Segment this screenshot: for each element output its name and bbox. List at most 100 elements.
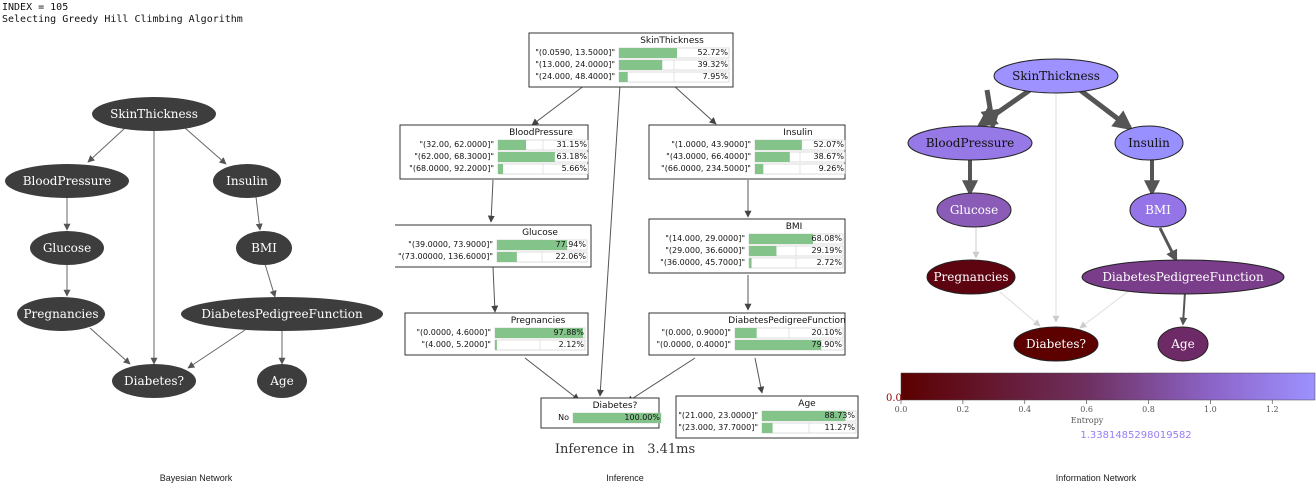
cpt-probability: 29.19%: [811, 246, 842, 255]
cpt-bar: [573, 413, 661, 423]
bn-node-diabetespedigreefunction[interactable]: DiabetesPedigreeFunction: [181, 297, 383, 331]
svg-text:Pregnancies: Pregnancies: [933, 270, 1008, 284]
svg-text:Diabetes?: Diabetes?: [1026, 337, 1086, 351]
svg-text:BMI: BMI: [1145, 203, 1171, 217]
cpt-probability: 11.27%: [824, 423, 855, 432]
svg-text:Diabetes?: Diabetes?: [124, 374, 184, 388]
cpt-state-label: "(62.000, 68.3000]": [414, 152, 494, 161]
cpt-bar: [755, 152, 790, 162]
cpt-bar: [735, 340, 822, 350]
cpt-state-label: "(73.00000, 136.6000]": [398, 252, 493, 261]
cpt-state-label: "(0.0000, 4.6000]": [416, 328, 491, 337]
cpt-probability: 52.72%: [697, 48, 728, 57]
cpt-diabetespedigreefunction[interactable]: DiabetesPedigreeFunction "(0.000, 0.9000]…: [648, 312, 846, 356]
bn-node-diabetes[interactable]: Diabetes?: [112, 364, 196, 398]
cpt-state-label: "(13.000, 24.0000]": [535, 60, 615, 69]
inference-time-value: 3.41ms: [647, 442, 696, 457]
info-node-insulin[interactable]: Insulin: [1114, 125, 1184, 161]
bn-node-skinthickness[interactable]: SkinThickness: [92, 97, 216, 131]
console-output: INDEX = 105 Selecting Greedy Hill Climbin…: [2, 2, 243, 26]
colorbar-tick-label: 0.2: [957, 405, 970, 414]
inference-graph: SkinThickness "(0.0590, 13.5000]" 52.72% "(…: [395, 32, 859, 439]
info-node-age[interactable]: Age: [1157, 326, 1209, 362]
cpt-probability: 22.06%: [555, 252, 586, 261]
cpt-bar: [619, 60, 663, 70]
info-node-skinthickness[interactable]: SkinThickness: [993, 58, 1119, 94]
cpt-bar: [498, 164, 504, 174]
colorbar-tick-label: 0.8: [1142, 405, 1155, 414]
cpt-insulin[interactable]: Insulin "(1.0000, 43.9000]" 52.07% "(43.000…: [648, 124, 846, 180]
console-line-algorithm: Selecting Greedy Hill Climbing Algorithm: [2, 14, 243, 25]
console-line-index: INDEX = 105: [2, 2, 69, 13]
cpt-bar: [495, 328, 584, 338]
svg-text:Age: Age: [1170, 337, 1194, 351]
max-entropy-value: 1.3381485298019582: [1080, 430, 1192, 441]
cpt-bmi[interactable]: BMI "(14.000, 29.0000]" 68.08% "(29.000, 36…: [648, 218, 846, 274]
cpt-state-label: "(29.000, 36.6000]": [665, 246, 745, 255]
cpt-age[interactable]: Age "(21.000, 23.0000]" 88.73% "(23.000, 37…: [675, 395, 859, 439]
colorbar-tick-label: 0.0: [895, 405, 908, 414]
cpt-state-label: "(36.0000, 45.7000]": [660, 258, 745, 267]
cpt-state-label: "(23.000, 37.7000]": [678, 423, 758, 432]
colorbar-min-label: 0.0: [886, 393, 902, 404]
cpt-bar: [498, 152, 555, 162]
cpt-bar: [497, 240, 568, 250]
cpt-title: Pregnancies: [511, 316, 566, 326]
svg-text:BloodPressure: BloodPressure: [926, 136, 1015, 150]
colorbar-label: Entropy: [1071, 416, 1104, 425]
info-node-glucose[interactable]: Glucose: [936, 192, 1012, 228]
colorbar-tick-label: 1.0: [1204, 405, 1217, 414]
cpt-bar: [755, 140, 802, 150]
cpt-title: DiabetesPedigreeFunction: [728, 316, 845, 326]
info-node-diabetes[interactable]: Diabetes?: [1013, 326, 1099, 362]
cpt-skinthickness[interactable]: SkinThickness "(0.0590, 13.5000]" 52.72% "(…: [528, 32, 734, 88]
bayesian-network-graph: SkinThickness BloodPressure Insulin Gluc…: [5, 97, 383, 398]
cpt-bar: [749, 234, 813, 244]
cpt-bar: [619, 48, 677, 58]
bn-node-bmi[interactable]: BMI: [236, 231, 292, 265]
inference-time-label: Inference in: [554, 442, 635, 457]
cpt-title: Age: [798, 399, 816, 409]
bn-node-glucose[interactable]: Glucose: [30, 231, 104, 265]
cpt-probability: 38.67%: [813, 152, 844, 161]
svg-text:SkinThickness: SkinThickness: [110, 107, 198, 121]
cpt-probability: 68.08%: [811, 234, 842, 243]
cpt-title: Glucose: [522, 228, 558, 238]
cpt-bar: [762, 411, 846, 421]
svg-text:Glucose: Glucose: [950, 203, 998, 217]
cpt-bar: [735, 328, 757, 338]
cpt-probability: 39.32%: [697, 60, 728, 69]
cpt-pregnancies[interactable]: Pregnancies "(0.0000, 4.6000]" 97.88% "(4.0…: [404, 312, 589, 356]
cpt-state-label: "(43.0000, 66.4000]": [666, 152, 751, 161]
caption-inference: Inference: [606, 473, 644, 483]
bn-node-pregnancies[interactable]: Pregnancies: [17, 297, 105, 331]
cpt-diabetes-[interactable]: Diabetes? No 100.00%: [540, 397, 662, 429]
svg-text:Age: Age: [269, 374, 293, 388]
cpt-probability: 77.94%: [555, 240, 586, 249]
info-node-diabetespedigreefunction[interactable]: DiabetesPedigreeFunction: [1081, 259, 1285, 295]
bn-node-age[interactable]: Age: [257, 364, 307, 398]
cpt-glucose[interactable]: Glucose "(39.0000, 73.9000]" 77.94% "(73.00…: [395, 224, 592, 268]
cpt-bar: [762, 423, 773, 433]
cpt-bloodpressure[interactable]: BloodPressure "(32.00, 62.0000]" 31.15% "(6…: [399, 124, 589, 180]
cpt-title: BMI: [786, 222, 803, 232]
information-network-graph: SkinThickness BloodPressure Insulin Gluc…: [886, 58, 1316, 425]
cpt-state-label: "(32.00, 62.0000]": [419, 140, 494, 149]
cpt-probability: 5.66%: [562, 164, 588, 173]
inference-time: Inference in 3.41ms: [480, 442, 770, 457]
info-node-pregnancies[interactable]: Pregnancies: [926, 259, 1016, 295]
cpt-bar: [749, 246, 777, 256]
cpt-state-label: "(24.000, 48.4000]": [535, 72, 615, 81]
info-node-bmi[interactable]: BMI: [1129, 192, 1187, 228]
cpt-state-label: "(14.000, 29.0000]": [665, 234, 745, 243]
cpt-state-label: "(4.000, 5.2000]": [421, 340, 491, 349]
cpt-probability: 31.15%: [556, 140, 587, 149]
cpt-bar: [498, 140, 527, 150]
info-node-bloodpressure[interactable]: BloodPressure: [907, 125, 1033, 161]
colorbar-tick-label: 0.4: [1018, 405, 1031, 414]
cpt-title: SkinThickness: [640, 36, 704, 46]
bn-node-bloodpressure[interactable]: BloodPressure: [5, 164, 129, 198]
bn-node-insulin[interactable]: Insulin: [213, 164, 281, 198]
cpt-probability: 20.10%: [811, 328, 842, 337]
cpt-bar: [749, 258, 752, 268]
